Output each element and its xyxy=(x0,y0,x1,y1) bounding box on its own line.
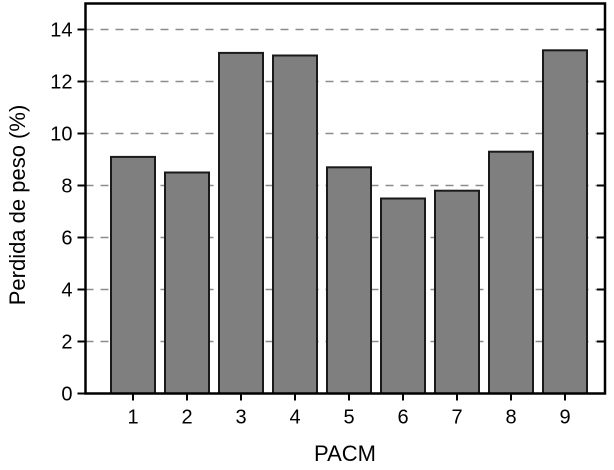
bar-pacm-5 xyxy=(326,166,372,395)
y-tick-label-4: 4 xyxy=(61,280,72,302)
x-axis-title: PACM xyxy=(314,441,376,466)
y-axis-title: Perdida de peso (%) xyxy=(5,105,30,306)
x-tick-label-8: 8 xyxy=(505,407,516,429)
x-tick-label-6: 6 xyxy=(397,407,408,429)
bar-pacm-7 xyxy=(434,189,480,395)
label-layer: Perdida de peso (%) PACM xyxy=(5,105,376,466)
x-tick-label-1: 1 xyxy=(127,407,138,429)
x-tick-label-5: 5 xyxy=(343,407,354,429)
y-tick-label-12: 12 xyxy=(50,72,72,94)
y-tick-label-14: 14 xyxy=(50,20,72,42)
bar-pacm-4 xyxy=(272,54,318,395)
y-tick-label-10: 10 xyxy=(50,124,72,146)
plot-frame xyxy=(84,2,607,395)
x-tick-label-2: 2 xyxy=(181,407,192,429)
y-tick-label-0: 0 xyxy=(61,384,72,406)
bar-pacm-1 xyxy=(110,155,156,395)
x-tick-label-3: 3 xyxy=(235,407,246,429)
bar-pacm-2 xyxy=(164,171,210,395)
y-tick-label-2: 2 xyxy=(61,332,72,354)
x-tick-label-7: 7 xyxy=(451,407,462,429)
y-tick-label-6: 6 xyxy=(61,228,72,250)
bar-pacm-3 xyxy=(218,51,264,395)
y-tick-label-8: 8 xyxy=(61,176,72,198)
bar-pacm-6 xyxy=(380,197,426,395)
bar-pacm-8 xyxy=(488,150,534,395)
x-tick-label-4: 4 xyxy=(289,407,300,429)
bar-series xyxy=(110,49,588,395)
bar-pacm-9 xyxy=(542,49,588,395)
x-tick-label-9: 9 xyxy=(559,407,570,429)
